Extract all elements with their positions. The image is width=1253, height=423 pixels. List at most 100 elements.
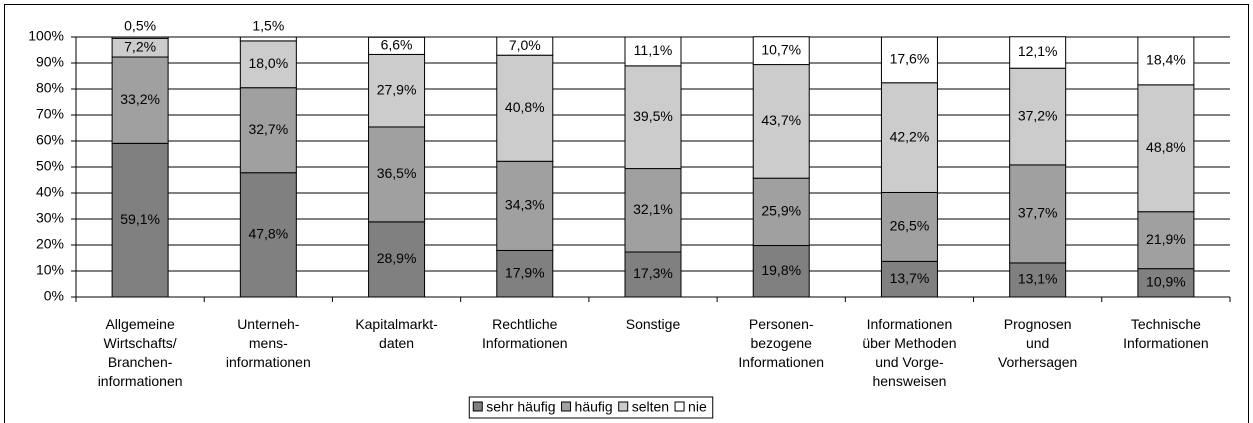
bar-segment [239,87,297,174]
data-label: 36,5% [377,165,417,181]
y-tick-label: 40% [36,184,64,200]
x-tick-label-line: daten [379,335,414,351]
bar-segment [1137,211,1195,270]
bar-segment [880,36,938,84]
data-label: 7,0% [509,37,541,53]
data-label: 25,9% [761,203,801,219]
x-tick-label: Rechtliche Informationen [482,316,568,351]
x-tick-label-line: Branchen- [108,354,173,370]
legend-label: sehr häufig [486,399,555,415]
x-tick-label-line: mens- [249,335,288,351]
data-label: 18,0% [248,55,288,71]
x-tick-label-line: Kapitalmarkt- [355,316,438,332]
legend-box [468,396,714,419]
bar-segment [624,168,682,253]
bar-segment [1137,36,1195,86]
x-tick-label-line: hensweisen [872,373,946,389]
bar-segment [368,221,426,298]
y-tick-label: 50% [36,158,64,174]
x-tick-label-line: Wirtschafts/ [104,335,177,351]
data-label: 39,5% [633,108,673,124]
data-label: 17,3% [633,265,673,281]
x-tick-label: Allgemeine Wirtschafts/Branchen-informati… [98,316,183,389]
bar-segment [239,36,297,42]
bar-segment [880,191,938,262]
bar-segment [1009,36,1067,69]
data-label: 19,8% [761,262,801,278]
bar-segment [496,249,554,298]
data-label: 37,7% [1018,205,1058,221]
bar-segment [496,36,554,56]
x-tick-label: Unterneh-mens-informationen [226,316,311,370]
x-tick-label-line: Allgemeine [105,316,174,332]
y-tick-label: 100% [28,28,64,44]
data-label: 18,4% [1146,52,1186,68]
data-label: 59,1% [120,211,160,227]
bar-segment [752,177,810,247]
chart-border [4,4,1249,423]
x-tick-label: Personen-bezogene Informationen [738,316,824,370]
x-tick-label-line: Unterneh- [237,316,300,332]
x-tick-label-line: Informationen [482,335,568,351]
data-label: 37,2% [1018,107,1058,123]
data-label: 34,3% [505,197,545,213]
bar-segment [368,36,426,55]
x-tick-label: Technische Informationen [1123,316,1209,351]
legend-label: nie [688,399,707,415]
legend-label: selten [632,399,669,415]
y-tick-label: 0% [44,288,64,304]
bar-segment [111,56,169,144]
bar-segment [624,36,682,67]
legend-swatch [561,401,572,412]
bar-segment [752,245,810,298]
data-label: 26,5% [890,218,930,234]
x-tick-label-line: und [1026,335,1049,351]
data-label: 32,7% [248,121,288,137]
x-tick-label-line: informationen [98,373,183,389]
legend-swatch [674,401,685,412]
x-tick-label-line: bezogene [750,335,812,351]
data-label: 17,6% [890,51,930,67]
data-label: 42,2% [890,128,930,144]
data-label: 27,9% [377,81,417,97]
legend-label: häufig [575,399,613,415]
data-label: 13,7% [890,270,930,286]
bar-segment [1009,262,1067,298]
x-tick-label-line: informationen [226,354,311,370]
x-tick-label: Prognosen und Vorhersagen [998,316,1077,370]
bar-segment [752,36,810,66]
bar-segment [1137,84,1195,213]
bar-segment [239,172,297,298]
x-tick-label: Sonstige [626,316,681,332]
x-tick-label-line: Rechtliche [492,316,558,332]
data-label: 13,1% [1018,271,1058,287]
y-tick-label: 10% [36,262,64,278]
legend-swatch [618,401,629,412]
data-label: 21,9% [1146,231,1186,247]
bar-segment [1009,67,1067,166]
bar-segment [1009,164,1067,264]
y-tick-label: 60% [36,132,64,148]
bar-segment [1137,268,1195,298]
y-tick-label: 20% [36,236,64,252]
bar-segment [111,36,169,39]
legend-swatch [472,401,483,412]
data-label: 17,9% [505,264,545,280]
bar-segment [752,64,810,179]
x-tick-label-line: Sonstige [626,316,681,332]
data-label: 43,7% [761,112,801,128]
legend: sehr häufig häufig selten nie [468,396,714,419]
x-tick-label-line: Informationen [1123,335,1209,351]
x-tick-label-line: Technische [1131,316,1201,332]
x-tick-label-line: Informationen [738,354,824,370]
y-tick-label: 70% [36,106,64,122]
bar-segment [496,160,554,251]
bar-segment [496,54,554,162]
data-label: 40,8% [505,99,545,115]
x-tick-label: Informationen über Methoden und Vorge-hens… [862,316,956,389]
data-label: 32,1% [633,201,673,217]
x-tick-label: Kapitalmarkt-daten [355,316,438,351]
bar-segment [239,40,297,89]
data-label: 28,9% [377,250,417,266]
